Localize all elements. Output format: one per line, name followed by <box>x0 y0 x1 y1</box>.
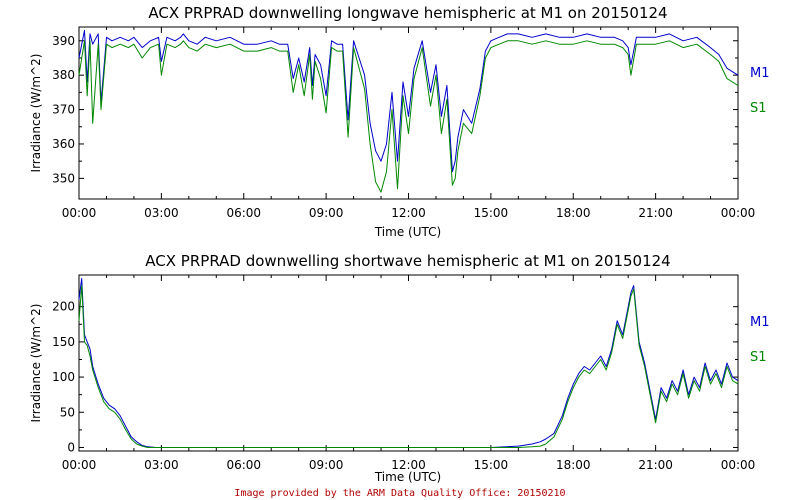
shortwave-xtick-label: 03:00 <box>144 458 179 472</box>
longwave-xtick-label: 18:00 <box>556 206 591 220</box>
longwave-ytick-label: 370 <box>52 103 75 117</box>
longwave-ylabel: Irradiance (W/m^2) <box>29 54 43 173</box>
longwave-xtick-label: 15:00 <box>474 206 509 220</box>
longwave-xlabel: Time (UTC) <box>374 225 441 239</box>
shortwave-series-s1 <box>78 285 739 448</box>
shortwave-xtick-label: 06:00 <box>226 458 261 472</box>
shortwave-xlabel: Time (UTC) <box>374 470 441 484</box>
longwave-ytick-label: 390 <box>52 34 75 48</box>
shortwave-xtick-label: 18:00 <box>556 458 591 472</box>
longwave-xtick-label: 06:00 <box>226 206 261 220</box>
longwave-ytick-label: 350 <box>52 171 75 185</box>
longwave-ticks: 350 360 370 380 390 00:00 03:00 06:00 09:00 12:00… <box>52 27 755 220</box>
longwave-xtick-label: 00:00 <box>62 206 97 220</box>
shortwave-xtick-label: 00:00 <box>721 458 756 472</box>
longwave-xtick-label: 12:00 <box>391 206 426 220</box>
shortwave-xtick-label: 00:00 <box>62 458 97 472</box>
shortwave-ytick-label: 150 <box>52 335 75 349</box>
shortwave-xtick-label: 21:00 <box>638 458 673 472</box>
shortwave-series-m1 <box>78 278 739 448</box>
shortwave-plot-frame <box>78 274 739 452</box>
shortwave-ytick-label: 50 <box>60 405 75 419</box>
longwave-xtick-label: 21:00 <box>638 206 673 220</box>
shortwave-ytick-label: 100 <box>52 370 75 384</box>
longwave-ytick-label: 360 <box>52 137 75 151</box>
shortwave-ylabel: Irradiance (W/m^2) <box>29 304 43 423</box>
shortwave-series <box>78 278 739 448</box>
shortwave-xtick-label: 15:00 <box>474 458 509 472</box>
longwave-legend-s1: S1 <box>750 101 767 116</box>
longwave-series-s1 <box>78 40 739 193</box>
shortwave-legend-s1: S1 <box>750 350 767 365</box>
footer-credit: Image provided by the ARM Data Quality O… <box>234 488 565 499</box>
shortwave-title: ACX PRPRAD downwelling shortwave hemisph… <box>145 252 670 270</box>
shortwave-legend-m1: M1 <box>750 315 770 330</box>
longwave-xtick-label: 09:00 <box>309 206 344 220</box>
longwave-title: ACX PRPRAD downwelling longwave hemisphe… <box>148 4 667 22</box>
longwave-xtick-label: 03:00 <box>144 206 179 220</box>
longwave-ytick-label: 380 <box>52 68 75 82</box>
shortwave-xtick-label: 12:00 <box>391 458 426 472</box>
shortwave-ticks: 0 50 100 150 200 00:00 03:00 06:00 09:00 12:00 15:… <box>52 275 755 472</box>
longwave-legend-m1: M1 <box>750 66 770 81</box>
longwave-series-m1 <box>78 29 739 172</box>
shortwave-ytick-label: 0 <box>67 440 75 454</box>
longwave-series <box>78 29 739 193</box>
longwave-xtick-label: 00:00 <box>721 206 756 220</box>
shortwave-xtick-label: 09:00 <box>309 458 344 472</box>
shortwave-panel: ACX PRPRAD downwelling shortwave hemisph… <box>29 252 770 484</box>
longwave-panel: ACX PRPRAD downwelling longwave hemisphe… <box>29 4 770 239</box>
shortwave-ytick-label: 200 <box>52 300 75 314</box>
